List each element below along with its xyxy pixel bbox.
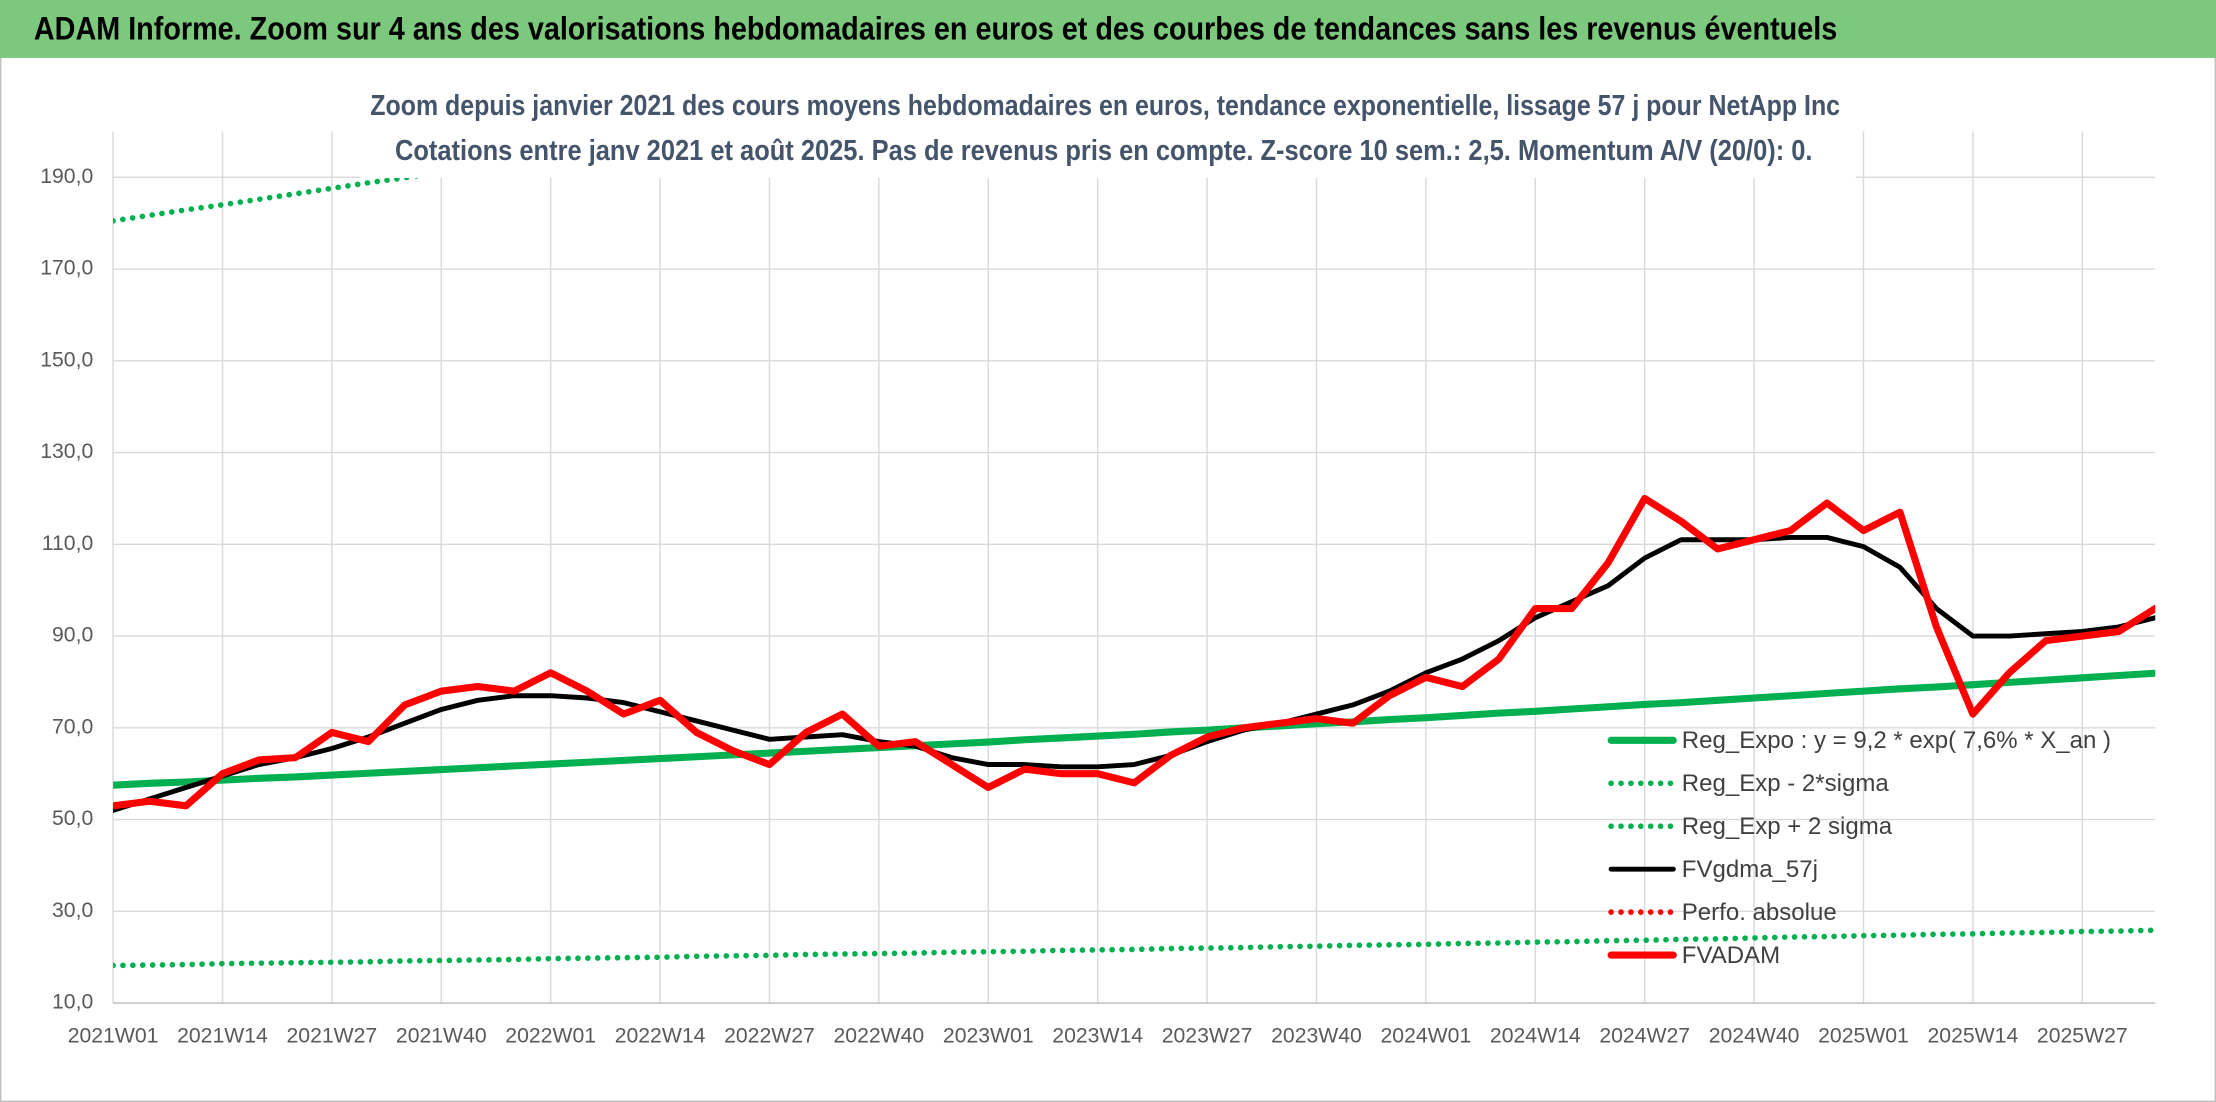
legend-label: Reg_Expo : y = 9,2 * exp( 7,6% * X_an ): [1682, 727, 2111, 754]
y-tick-label: 90,0: [52, 624, 93, 647]
subtitle: Zoom depuis janvier 2021 des cours moyen…: [370, 89, 1840, 121]
series-line: [113, 494, 2156, 810]
x-tick-label: 2025W14: [1928, 1025, 2019, 1048]
x-tick-label: 2023W14: [1052, 1025, 1143, 1048]
y-tick-label: 50,0: [52, 807, 93, 830]
x-tick-label: 2021W14: [177, 1025, 268, 1048]
x-tick-label: 2024W40: [1709, 1025, 1800, 1048]
y-tick-label: 110,0: [42, 532, 93, 555]
y-tick-label: 190,0: [40, 165, 93, 188]
x-tick-label: 2022W27: [724, 1025, 815, 1048]
y-tick-label: 70,0: [52, 715, 93, 738]
x-tick-label: 2025W27: [2037, 1025, 2128, 1048]
series-line: [113, 534, 2156, 813]
x-tick-label: 2024W01: [1381, 1025, 1472, 1048]
legend-label: Reg_Exp + 2 sigma: [1682, 813, 1893, 840]
x-tick-label: 2022W40: [834, 1025, 925, 1048]
axes: 10,0 30,0 50,0 70,0 90,0 110,0 130,0 150,0 170,0…: [40, 165, 2156, 1048]
legend: Reg_Expo : y = 9,2 * exp( 7,6% * X_an ) R…: [1607, 727, 2111, 969]
x-tick-label: 2023W27: [1162, 1025, 1253, 1048]
y-tick-label: 10,0: [52, 991, 93, 1014]
legend-label: Reg_Exp - 2*sigma: [1682, 770, 1890, 797]
legend-label: Perfo. absolue: [1682, 899, 1837, 926]
series-line: [113, 669, 2156, 789]
chart-title: ADAM Informe. Zoom sur 4 ans des valoris…: [34, 11, 1837, 47]
y-tick-label: 170,0: [40, 257, 93, 280]
y-tick-label: 130,0: [40, 440, 93, 463]
subtitle-box: [360, 81, 1856, 179]
x-tick-label: 2023W01: [943, 1025, 1034, 1048]
plot-area: [113, 131, 2156, 969]
x-tick-label: 2025W01: [1818, 1025, 1909, 1048]
header-bar: [0, 0, 2216, 58]
x-tick-label: 2021W27: [287, 1025, 378, 1048]
legend-label: FVgdma_57j: [1682, 856, 1818, 883]
x-tick-label: 2024W14: [1490, 1025, 1581, 1048]
series-line: [113, 927, 2156, 969]
y-tick-label: 30,0: [52, 899, 93, 922]
legend-label: FVADAM: [1682, 942, 1780, 969]
x-tick-label: 2021W40: [396, 1025, 487, 1048]
subtitle: Cotations entre janv 2021 et août 2025. …: [395, 134, 1813, 166]
x-tick-label: 2022W01: [505, 1025, 596, 1048]
y-tick-label: 150,0: [40, 348, 93, 371]
grid: [112, 131, 2156, 1004]
x-tick-label: 2022W14: [615, 1025, 706, 1048]
x-tick-label: 2021W01: [68, 1025, 159, 1048]
x-tick-label: 2023W40: [1271, 1025, 1362, 1048]
x-tick-label: 2024W27: [1599, 1025, 1690, 1048]
